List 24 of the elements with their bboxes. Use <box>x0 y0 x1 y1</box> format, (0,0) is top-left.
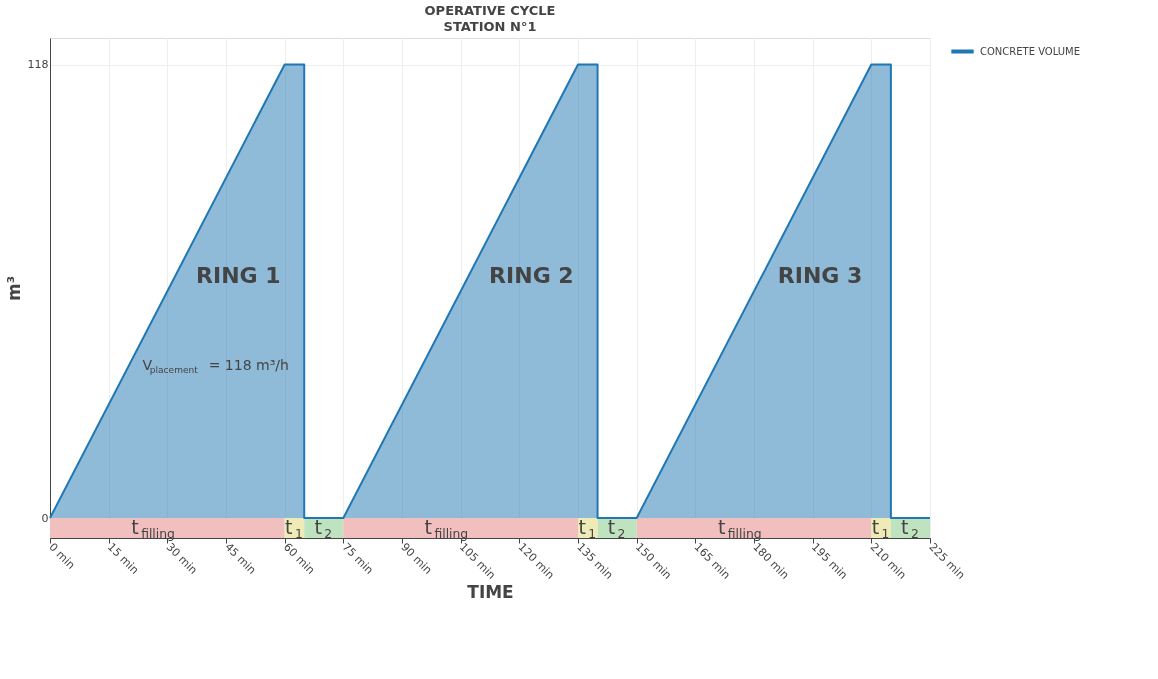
chart-title: OPERATIVE CYCLE <box>424 3 556 18</box>
x-tick-label: 30 min <box>163 540 200 577</box>
x-tick-label: 135 min <box>574 540 616 582</box>
x-tick-label: 120 min <box>515 540 557 582</box>
x-tick-label: 60 min <box>280 540 318 577</box>
x-tick-label: 150 min <box>632 540 675 582</box>
x-tick-label: 210 min <box>867 540 909 582</box>
chart-subtitle: STATION N°1 <box>443 19 537 34</box>
annotation: RING 1 <box>196 262 281 288</box>
annotation: RING 2 <box>489 262 574 288</box>
x-tick-label: 45 min <box>222 540 259 577</box>
x-tick-label: 225 min <box>926 540 968 582</box>
x-tick-label: 165 min <box>691 540 733 582</box>
x-tick-label: 90 min <box>398 540 435 577</box>
x-axis-title: TIME <box>467 582 514 603</box>
y-tick-label: 118 <box>27 58 49 72</box>
legend-label: CONCRETE VOLUME <box>980 45 1081 57</box>
x-tick-label: 15 min <box>104 540 142 577</box>
x-tick-label: 75 min <box>339 540 376 577</box>
x-tick-label: 0 min <box>46 540 78 572</box>
y-tick-label: 0 <box>41 511 49 525</box>
x-tick-label: 195 min <box>808 540 851 582</box>
y-axis-title: m³ <box>3 275 24 302</box>
annotation: RING 3 <box>777 262 863 288</box>
